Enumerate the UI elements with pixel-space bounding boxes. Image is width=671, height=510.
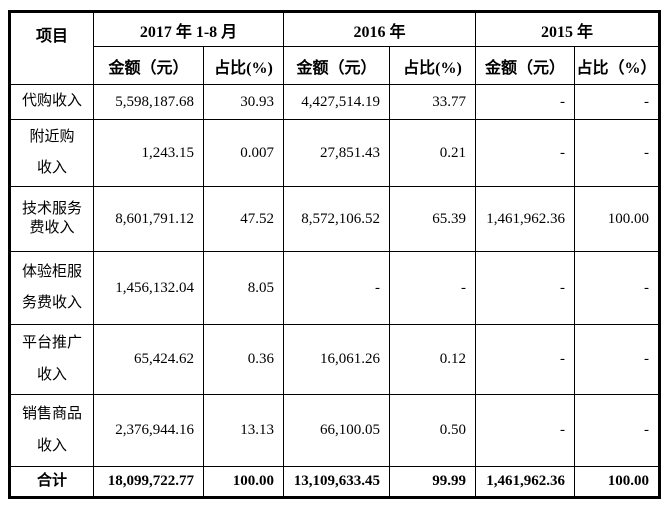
ratio-2017-cell: 13.13 — [203, 394, 284, 467]
total-label: 合计 — [9, 466, 94, 498]
table-row: 体验柜服 务费收入 1,456,132.04 8.05 - - - - — [9, 251, 661, 325]
amount-2016-cell: 66,100.05 — [283, 394, 390, 467]
ratio-2015-cell: - — [574, 324, 661, 395]
header-item: 项目 — [9, 11, 94, 85]
total-amount-2017: 18,099,722.77 — [93, 466, 204, 498]
amount-2017-cell: 2,376,944.16 — [93, 394, 204, 467]
amount-2015-cell: - — [475, 84, 576, 120]
amount-2017-cell: 1,456,132.04 — [93, 251, 204, 325]
ratio-2017-cell: 47.52 — [203, 186, 284, 252]
ratio-2015-cell: - — [574, 119, 661, 187]
amount-2016-cell: 4,427,514.19 — [283, 84, 390, 120]
item-label: 平台推广 收入 — [9, 324, 94, 395]
amount-2015-cell: - — [475, 394, 576, 467]
amount-2016-cell: 27,851.43 — [283, 119, 390, 187]
ratio-2016-cell: 0.50 — [388, 394, 477, 467]
ratio-2016-cell: 65.39 — [388, 186, 477, 252]
table-row: 销售商品 收入 2,376,944.16 13.13 66,100.05 0.5… — [9, 394, 661, 467]
item-label: 代购收入 — [9, 84, 94, 120]
ratio-2016-cell: 0.21 — [388, 119, 477, 187]
total-amount-2016: 13,109,633.45 — [283, 466, 390, 498]
header-row-measures: 金额（元） 占比(%) 金额（元） 占比(%) 金额（元） 占比（%） — [10, 46, 661, 85]
header-ratio-2016: 占比(%) — [388, 46, 477, 85]
header-ratio-2017: 占比(%) — [203, 46, 284, 85]
header-amount-2015: 金额（元） — [475, 46, 576, 85]
ratio-2015-cell: 100.00 — [574, 186, 661, 252]
amount-2015-cell: 1,461,962.36 — [475, 186, 576, 252]
table-row: 技术服务 费收入 8,601,791.12 47.52 8,572,106.52… — [9, 186, 661, 252]
total-amount-2015: 1,461,962.36 — [475, 466, 576, 498]
amount-2016-cell: - — [283, 251, 390, 325]
ratio-2016-cell: - — [388, 251, 477, 325]
table-row: 平台推广 收入 65,424.62 0.36 16,061.26 0.12 - … — [9, 324, 661, 395]
header-period-2015: 2015 年 — [475, 11, 661, 47]
header-amount-2016: 金额（元） — [283, 46, 390, 85]
amount-2017-cell: 5,598,187.68 — [93, 84, 204, 120]
ratio-2015-cell: - — [574, 251, 661, 325]
amount-2015-cell: - — [475, 251, 576, 325]
total-row: 合计 18,099,722.77 100.00 13,109,633.45 99… — [9, 466, 661, 498]
table-row: 代购收入 5,598,187.68 30.93 4,427,514.19 33.… — [9, 84, 661, 120]
amount-2015-cell: - — [475, 324, 576, 395]
item-label: 体验柜服 务费收入 — [9, 251, 94, 325]
revenue-breakdown-table: 项目 2017 年 1-8 月 2016 年 2015 年 金额（元） 占比(%… — [8, 10, 662, 499]
ratio-2017-cell: 0.007 — [203, 119, 284, 187]
header-period-2016: 2016 年 — [282, 11, 477, 47]
item-label: 销售商品 收入 — [9, 394, 94, 467]
ratio-2017-cell: 0.36 — [203, 324, 284, 395]
item-label: 附近购 收入 — [9, 119, 94, 187]
ratio-2015-cell: - — [574, 394, 661, 467]
header-row-periods: 项目 2017 年 1-8 月 2016 年 2015 年 — [9, 11, 661, 85]
amount-2017-cell: 65,424.62 — [93, 324, 204, 395]
total-ratio-2015: 100.00 — [574, 466, 661, 498]
header-period-2017: 2017 年 1-8 月 — [93, 11, 284, 47]
header-amount-2017: 金额（元） — [93, 46, 204, 85]
ratio-2017-cell: 8.05 — [203, 251, 284, 325]
amount-2016-cell: 16,061.26 — [283, 324, 390, 395]
item-label: 技术服务 费收入 — [9, 186, 94, 252]
total-ratio-2017: 100.00 — [203, 466, 284, 498]
header-ratio-2015: 占比（%） — [574, 46, 661, 85]
ratio-2016-cell: 0.12 — [388, 324, 477, 395]
amount-2017-cell: 1,243.15 — [93, 119, 204, 187]
table-row: 附近购 收入 1,243.15 0.007 27,851.43 0.21 - - — [9, 119, 661, 187]
total-ratio-2016: 99.99 — [388, 466, 477, 498]
page: 项目 2017 年 1-8 月 2016 年 2015 年 金额（元） 占比(%… — [8, 10, 662, 499]
ratio-2017-cell: 30.93 — [203, 84, 284, 120]
ratio-2016-cell: 33.77 — [388, 84, 477, 120]
amount-2017-cell: 8,601,791.12 — [93, 186, 204, 252]
amount-2016-cell: 8,572,106.52 — [283, 186, 390, 252]
amount-2015-cell: - — [475, 119, 576, 187]
ratio-2015-cell: - — [574, 84, 661, 120]
